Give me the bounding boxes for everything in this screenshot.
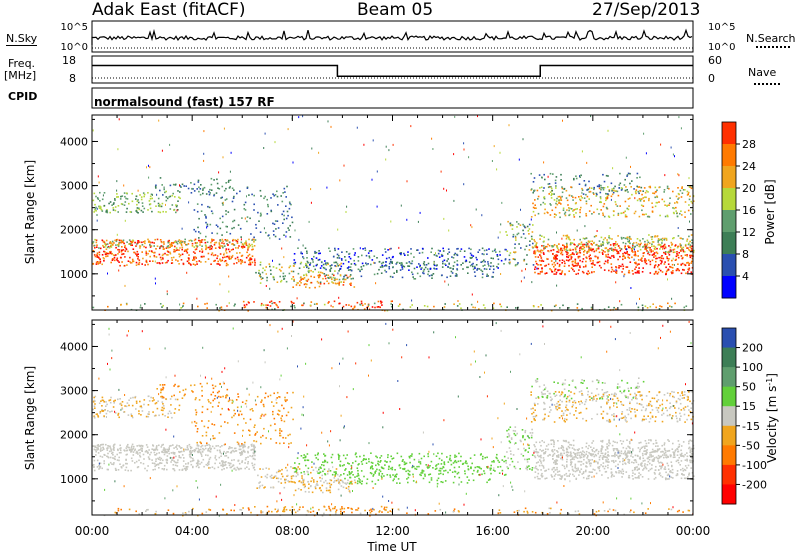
power-colorbar-tick-label: 8 bbox=[742, 248, 749, 261]
power-colorbar-swatch bbox=[722, 210, 736, 233]
velocity-colorbar-tick-label: -100 bbox=[742, 459, 767, 472]
velocity-colorbar-label: Velocity [m s-1] bbox=[765, 373, 779, 463]
power-colorbar-swatch bbox=[722, 254, 736, 277]
velocity-colorbar-swatch bbox=[722, 484, 736, 505]
power-colorbar-swatch bbox=[722, 188, 736, 211]
x-axis: 00:00 04:00 08:00 12:00 16:00 20:00 00:00 bbox=[75, 524, 711, 538]
noise-trace bbox=[91, 28, 693, 49]
velocity-colorbar-swatch bbox=[722, 347, 736, 368]
velocity-colorbar-label-end: ] bbox=[765, 373, 779, 378]
x-tick-label: 08:00 bbox=[275, 524, 310, 538]
nsearch-label: N.Search bbox=[746, 32, 796, 45]
velocity-colorbar-tick-label: -15 bbox=[742, 420, 760, 433]
velocity-colorbar-tick-label: 15 bbox=[742, 400, 756, 413]
x-tick-label: 16:00 bbox=[475, 524, 510, 538]
x-tick-label: 00:00 bbox=[676, 524, 711, 538]
cpid-panel-frame bbox=[91, 87, 694, 109]
date-title: 27/Sep/2013 bbox=[592, 0, 701, 20]
y-tick-label: 4000 bbox=[60, 340, 88, 353]
nave-dotted-key bbox=[754, 83, 780, 85]
y-tick-label: 4000 bbox=[60, 135, 88, 148]
station-title: Adak East (fitACF) bbox=[92, 0, 246, 20]
freq-tick-right-bottom: 0 bbox=[708, 72, 715, 85]
nsky-label: N.Sky bbox=[6, 32, 38, 46]
velocity-colorbar-tick-label: 50 bbox=[742, 381, 756, 394]
beam-title: Beam 05 bbox=[357, 0, 434, 20]
freq-tick-left-top: 18 bbox=[62, 54, 76, 67]
power-colorbar-swatch bbox=[722, 122, 736, 145]
velocity-colorbar-swatch bbox=[722, 445, 736, 466]
velocity-colorbar-swatch bbox=[722, 425, 736, 446]
power-colorbar-tick-label: 28 bbox=[742, 138, 756, 151]
x-tick-label: 20:00 bbox=[576, 524, 611, 538]
y-tick-label: 2000 bbox=[60, 224, 88, 237]
freq-tick-right-top: 60 bbox=[708, 54, 722, 67]
power-colorbar-tick-label: 16 bbox=[742, 204, 756, 217]
power-ylabel: Slant Range [km] bbox=[23, 160, 37, 264]
freq-line bbox=[92, 64, 693, 77]
power-colorbar-tick-label: 24 bbox=[742, 160, 756, 173]
freq-panel-frame bbox=[91, 55, 694, 84]
noise-tick-right-top: 10^5 bbox=[708, 22, 735, 33]
velocity-colorbar-swatch bbox=[722, 386, 736, 407]
power-colorbar-swatch bbox=[722, 166, 736, 189]
x-tick-label: 04:00 bbox=[175, 524, 210, 538]
nsearch-dotted-key bbox=[756, 46, 790, 48]
nave-label: Nave bbox=[748, 66, 777, 79]
noise-tick-left-top: 10^5 bbox=[61, 22, 88, 33]
freq-trace bbox=[92, 64, 693, 79]
y-tick-label: 1000 bbox=[60, 473, 88, 486]
y-tick-label: 2000 bbox=[60, 429, 88, 442]
power-data bbox=[92, 115, 695, 312]
power-colorbar-label: Power [dB] bbox=[763, 179, 777, 244]
velocity-colorbar-tick-label: 200 bbox=[742, 342, 763, 355]
noise-panel-frame bbox=[91, 20, 694, 53]
velocity-colorbar-swatch bbox=[722, 328, 736, 349]
power-colorbar-tick-label: 12 bbox=[742, 226, 756, 239]
power-axes: 4000 3000 2000 1000 bbox=[60, 115, 694, 310]
velocity-colorbar-label-exp: -1 bbox=[765, 378, 774, 386]
power-colorbar-swatch bbox=[722, 144, 736, 167]
x-tick-label: 12:00 bbox=[375, 524, 410, 538]
power-colorbar: 28 24 20 16 12 8 4 bbox=[721, 121, 756, 299]
noise-line bbox=[91, 28, 693, 45]
x-axis-label: Time UT bbox=[366, 540, 417, 554]
velocity-colorbar: 200 100 50 15 -15 -50 -100 -200 bbox=[721, 327, 767, 505]
freq-label: Freq. bbox=[8, 57, 36, 70]
velocity-data bbox=[92, 320, 695, 517]
y-tick-label: 3000 bbox=[60, 385, 88, 398]
freq-unit-label: [MHz] bbox=[4, 69, 37, 82]
velocity-colorbar-tick-label: -50 bbox=[742, 439, 760, 452]
power-colorbar-tick-label: 4 bbox=[742, 270, 749, 283]
velocity-ylabel: Slant Range [km] bbox=[23, 366, 37, 470]
cpid-value: normalsound (fast) 157 RF bbox=[94, 95, 275, 109]
x-tick-label: 00:00 bbox=[75, 524, 110, 538]
velocity-axes: 4000 3000 2000 1000 bbox=[60, 320, 694, 515]
power-colorbar-tick-label: 20 bbox=[742, 182, 756, 195]
power-colorbar-swatch bbox=[722, 276, 736, 299]
velocity-colorbar-tick-label: 100 bbox=[742, 361, 763, 374]
velocity-colorbar-swatch bbox=[722, 464, 736, 485]
velocity-colorbar-swatch bbox=[722, 367, 736, 388]
noise-tick-right-bottom: 10^0 bbox=[708, 42, 735, 53]
freq-tick-left-bottom: 8 bbox=[69, 72, 76, 85]
velocity-colorbar-label-main: Velocity [m s bbox=[765, 386, 779, 463]
y-tick-label: 3000 bbox=[60, 180, 88, 193]
velocity-colorbar-tick-label: -200 bbox=[742, 478, 767, 491]
velocity-colorbar-swatch bbox=[722, 406, 736, 427]
y-tick-label: 1000 bbox=[60, 268, 88, 281]
power-colorbar-swatch bbox=[722, 232, 736, 255]
cpid-label: CPID bbox=[8, 90, 38, 103]
noise-tick-left-bottom: 10^0 bbox=[61, 42, 88, 53]
